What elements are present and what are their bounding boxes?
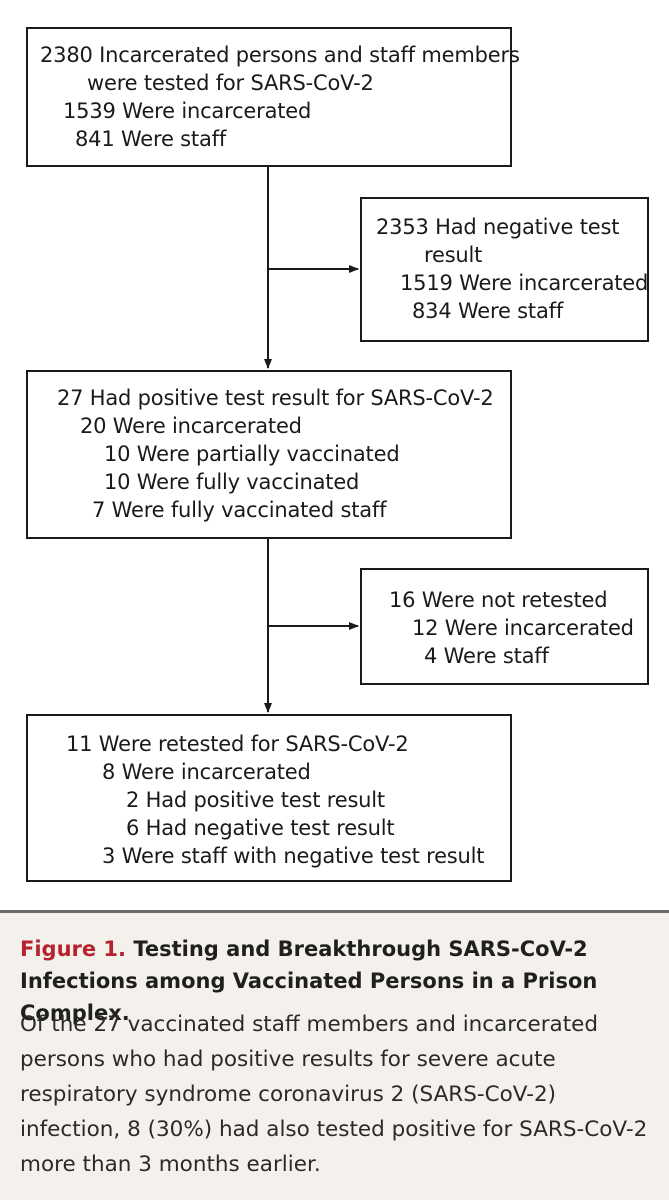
caption-body: Of the 27 vaccinated staff members and i… [20, 1012, 648, 1177]
retested-total: 11 Were retested for SARS-CoV-2 [66, 732, 409, 756]
flowchart-connectors [264, 166, 359, 713]
retested-negative: 6 Had negative test result [126, 816, 395, 840]
not-retested-incarcerated: 12 Were incarcerated [412, 616, 634, 640]
box-not-retested: 16 Were not retested 12 Were incarcerate… [360, 568, 649, 685]
tested-total-cont: were tested for SARS-CoV-2 [87, 71, 374, 95]
retested-staff: 3 Were staff with negative test result [102, 844, 485, 868]
positive-staff: 7 Were fully vaccinated staff [92, 498, 387, 522]
negative-staff: 834 Were staff [412, 299, 564, 323]
positive-incarcerated: 20 Were incarcerated [80, 414, 302, 438]
not-retested-staff: 4 Were staff [424, 644, 549, 668]
box-negative: 2353 Had negative test result 1519 Were … [360, 197, 649, 342]
caption-title: Figure 1. Testing and Breakthrough SARS-… [20, 933, 652, 1029]
box-retested: 11 Were retested for SARS-CoV-2 8 Were i… [26, 714, 512, 882]
not-retested-total: 16 Were not retested [389, 588, 608, 612]
tested-staff: 841 Were staff [75, 127, 227, 151]
positive-partially-vaccinated: 10 Were partially vaccinated [104, 442, 400, 466]
figure-caption: Figure 1. Testing and Breakthrough SARS-… [0, 910, 669, 1200]
negative-total-cont: result [424, 243, 483, 267]
tested-incarcerated: 1539 Were incarcerated [63, 99, 312, 123]
figure-label: Figure 1. [20, 937, 127, 961]
negative-incarcerated: 1519 Were incarcerated [400, 271, 649, 295]
retested-positive: 2 Had positive test result [126, 788, 385, 812]
figure-title: Testing and Breakthrough SARS-CoV-2 Infe… [20, 937, 598, 1025]
positive-fully-vaccinated: 10 Were fully vaccinated [104, 470, 360, 494]
positive-total: 27 Had positive test result for SARS-CoV… [57, 386, 494, 410]
box-positive: 27 Had positive test result for SARS-CoV… [26, 370, 512, 539]
tested-total: 2380 Incarcerated persons and staff memb… [40, 43, 520, 67]
retested-incarcerated: 8 Were incarcerated [102, 760, 311, 784]
negative-total: 2353 Had negative test [376, 215, 620, 239]
box-tested: 2380 Incarcerated persons and staff memb… [26, 27, 520, 167]
